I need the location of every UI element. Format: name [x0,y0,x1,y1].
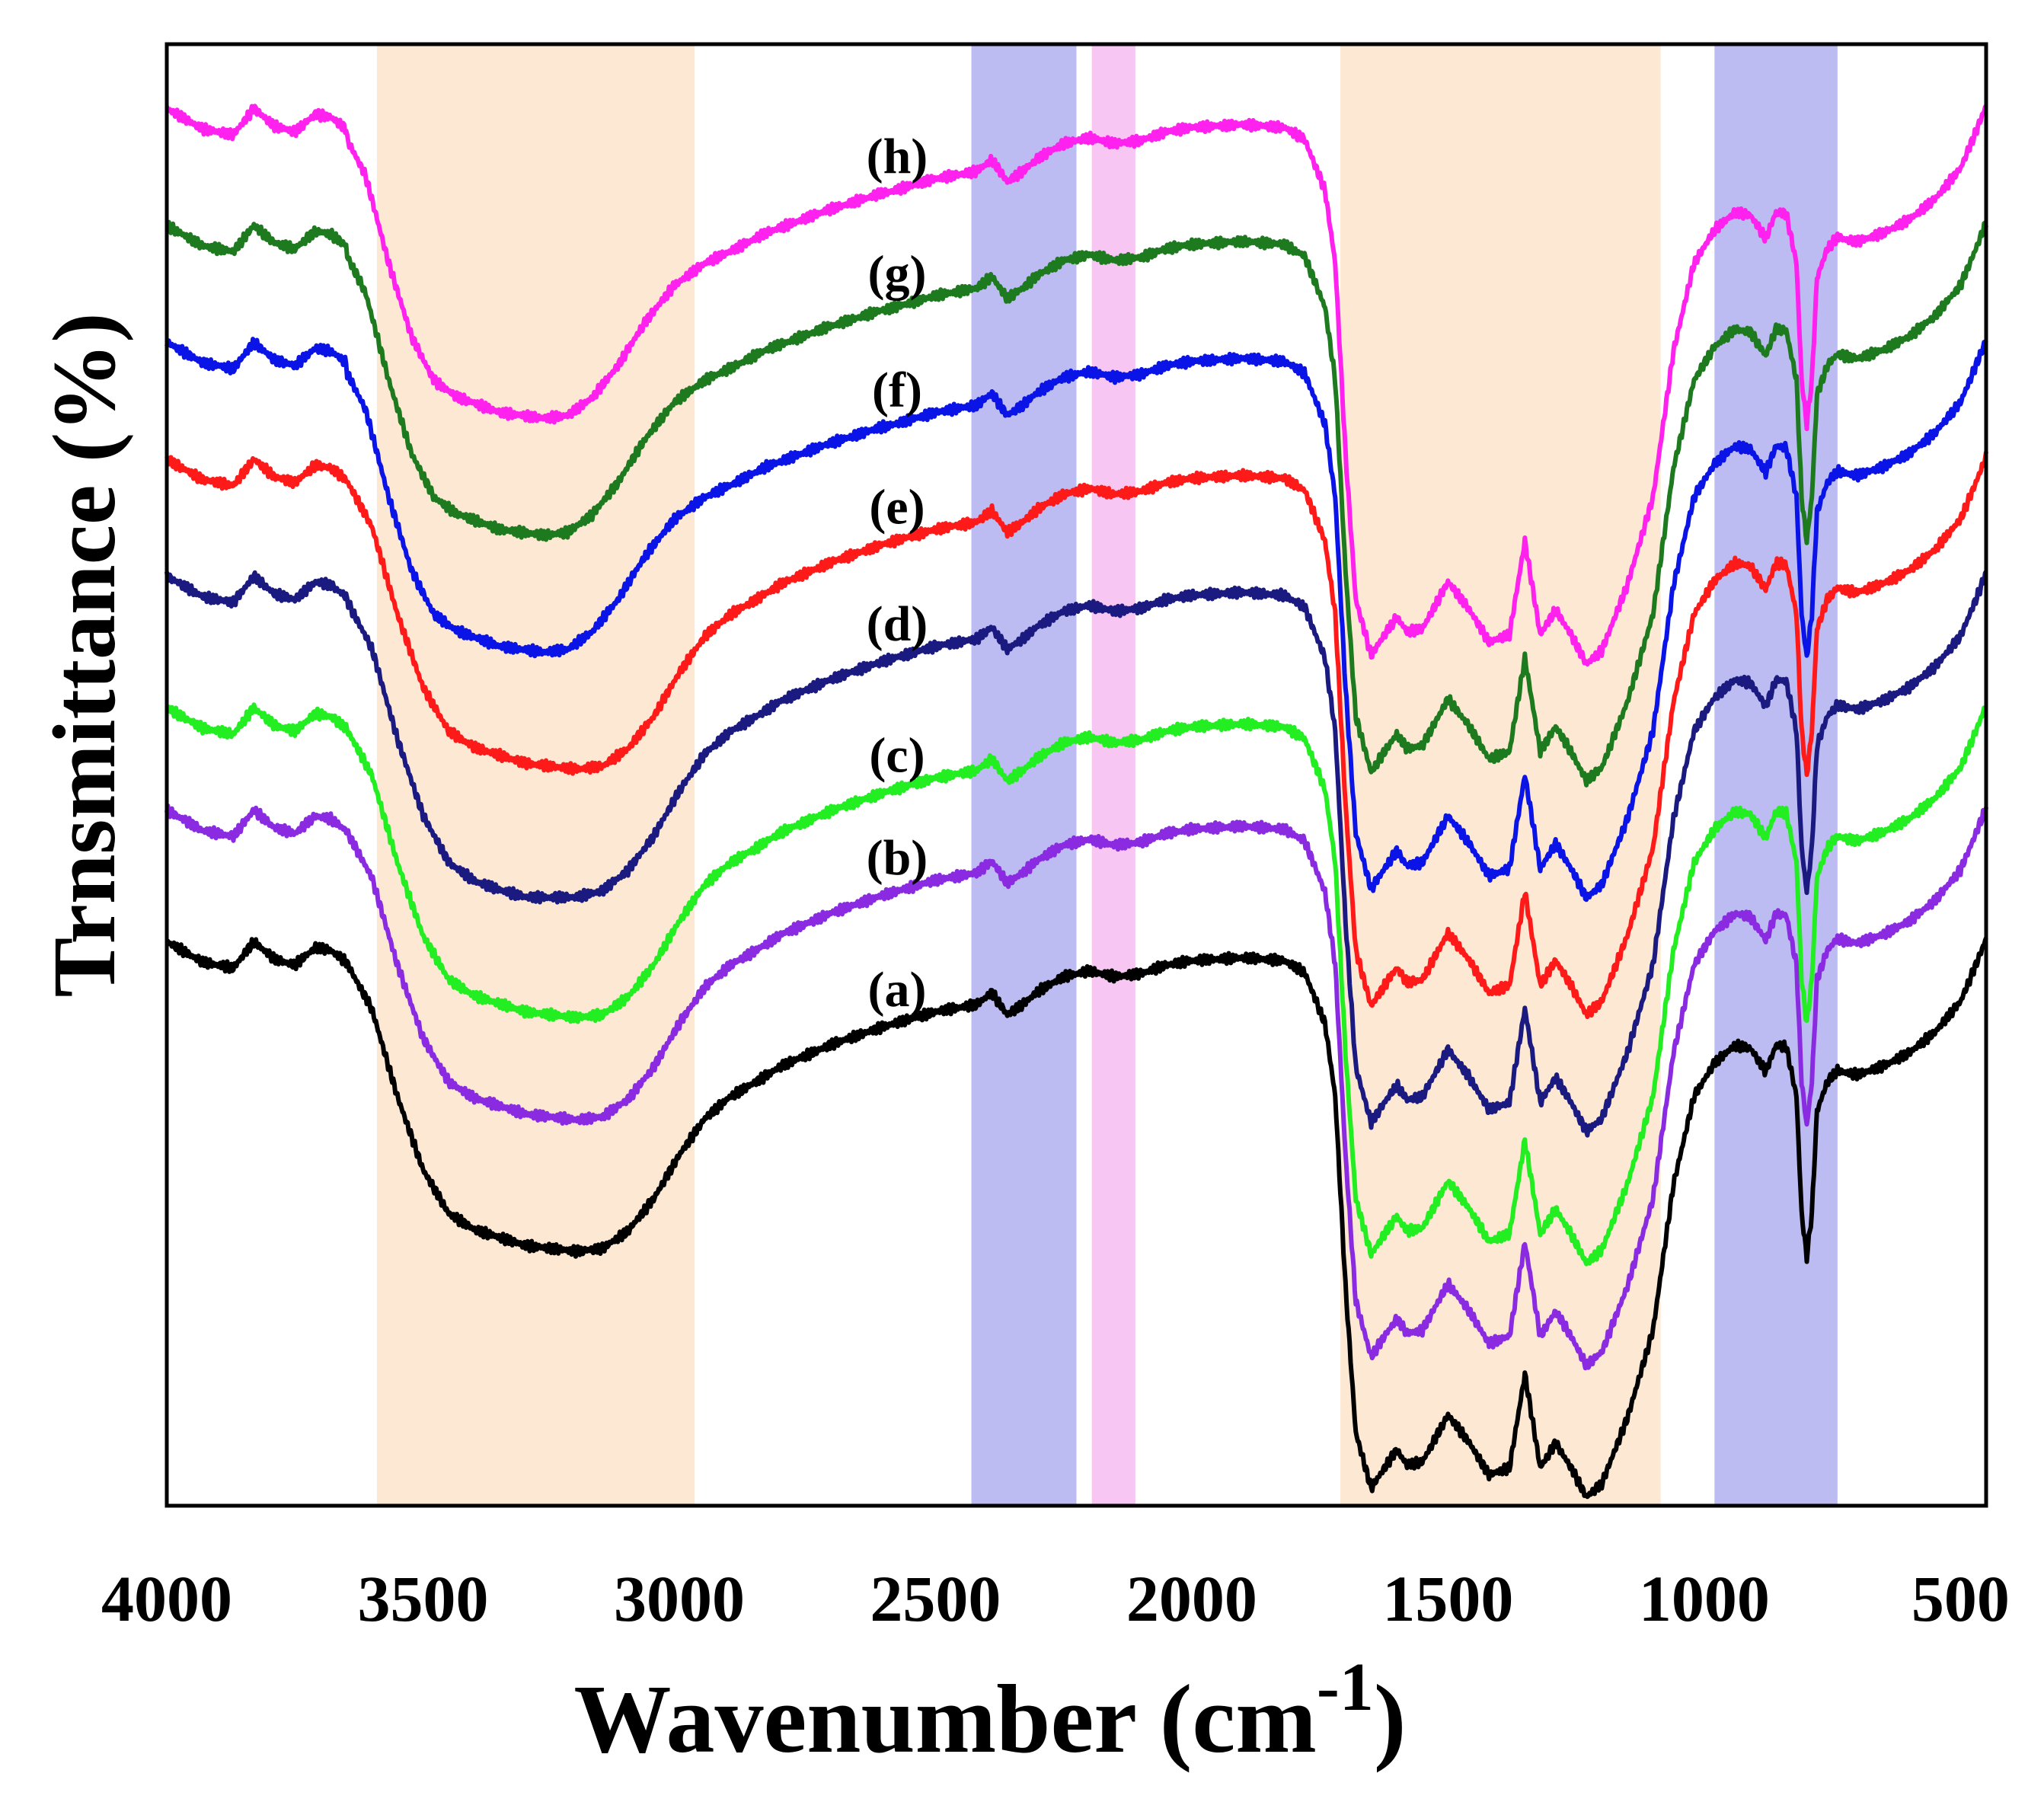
highlight-band-1 [376,44,695,1506]
x-axis-title: Wavenumber (cm-1) [574,1650,1407,1773]
x-ticks: 4000 3500 3000 2500 2000 1500 1000 500 [101,1562,2010,1635]
series-labels: (a) (b) (c) (d) (e) (f) (g) (h) [867,129,928,1018]
series-label-e: (e) [869,480,925,535]
plot-frame [164,42,1988,1508]
x-tick-3000: 3000 [614,1562,745,1635]
series-line-h [164,104,1988,667]
x-tick-4000: 4000 [101,1562,232,1635]
series-label-h: (h) [867,129,928,184]
series-label-g: (g) [867,245,926,301]
x-tick-2000: 2000 [1126,1562,1257,1635]
series-line-e [164,451,1988,1020]
x-tick-500: 500 [1911,1562,2010,1635]
series-label-a: (a) [867,962,926,1018]
series-line-c [165,702,1988,1267]
x-tick-2500: 2500 [870,1562,1001,1635]
series-label-f: (f) [872,363,922,418]
series-line-a [165,937,1988,1500]
x-tick-1000: 1000 [1639,1562,1770,1635]
series-line-b [164,803,1988,1371]
series-line-d [164,570,1988,1138]
series-line-f [164,337,1988,903]
series-line-g [165,219,1988,788]
series-label-c: (c) [869,728,925,784]
y-axis-title: Trnsmittance (%) [34,312,134,997]
series-label-b: (b) [867,830,928,886]
highlight-band-4 [1340,44,1661,1506]
x-tick-1500: 1500 [1382,1562,1513,1635]
highlight-band-5 [1714,44,1838,1506]
highlight-bands [376,44,1838,1506]
highlight-band-3 [1091,44,1135,1506]
series-label-d: (d) [867,596,928,652]
series-lines [164,104,1988,1500]
x-tick-3500: 3500 [357,1562,488,1635]
